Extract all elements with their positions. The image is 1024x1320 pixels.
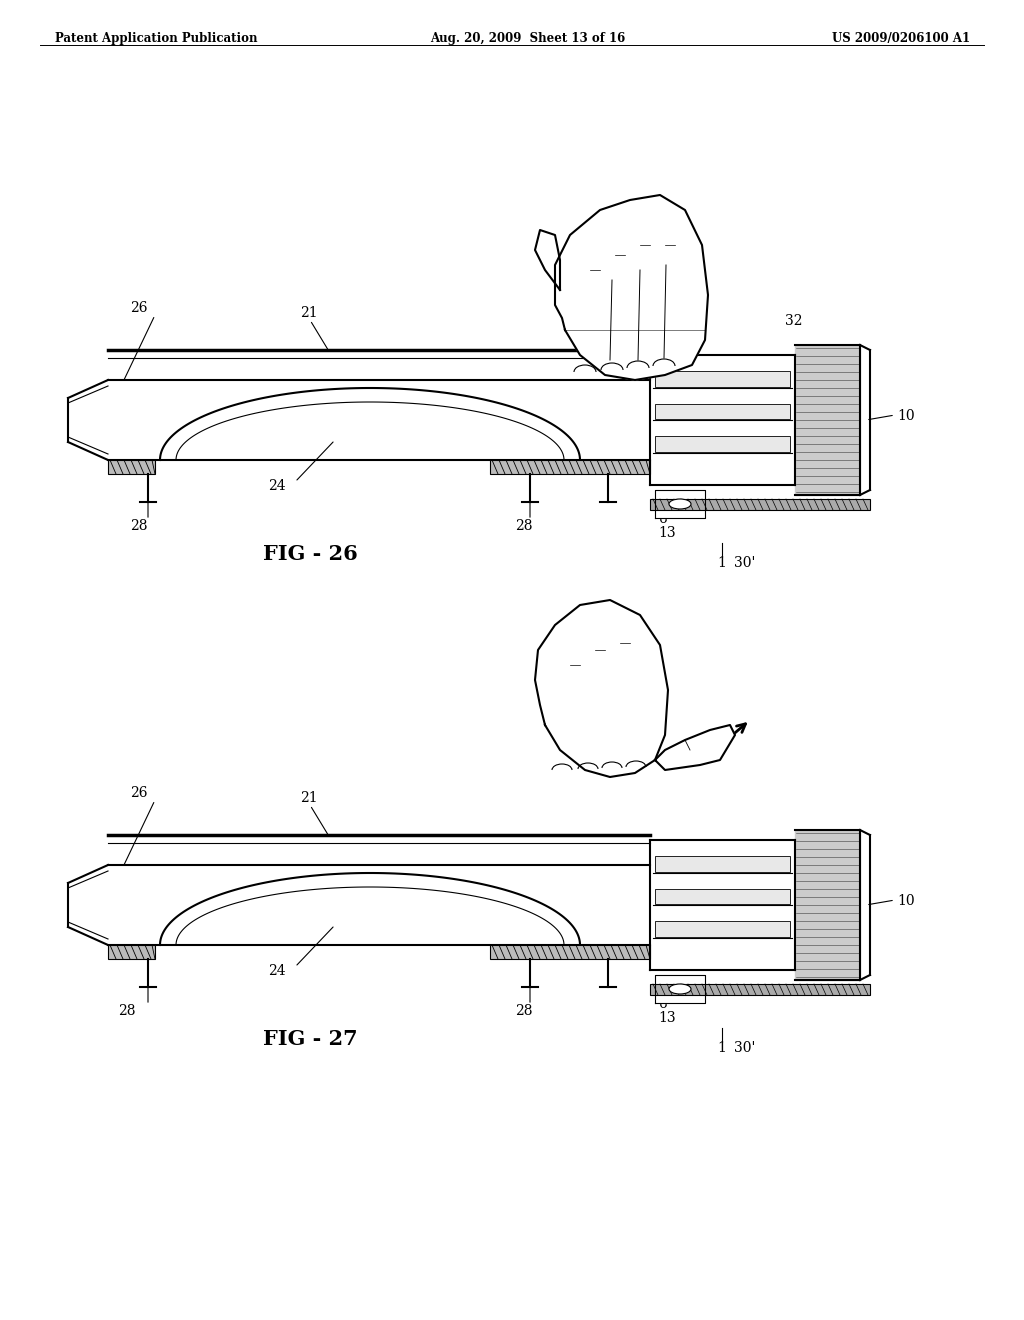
Text: 6: 6	[658, 512, 667, 525]
Polygon shape	[795, 830, 860, 979]
Polygon shape	[655, 725, 735, 770]
Text: FIG - 27: FIG - 27	[263, 1030, 357, 1049]
Text: 21: 21	[300, 791, 317, 805]
Polygon shape	[655, 436, 790, 451]
Polygon shape	[555, 195, 708, 380]
Text: 28: 28	[515, 1005, 532, 1018]
Polygon shape	[650, 840, 795, 970]
Text: 10: 10	[897, 894, 914, 908]
Text: US 2009/0206100 A1: US 2009/0206100 A1	[831, 32, 970, 45]
Polygon shape	[655, 404, 790, 418]
Polygon shape	[655, 371, 790, 387]
Polygon shape	[655, 975, 705, 1003]
Text: 10: 10	[897, 409, 914, 422]
Text: 28: 28	[130, 519, 147, 533]
Text: 21: 21	[300, 306, 317, 319]
Polygon shape	[490, 459, 650, 474]
Text: 30': 30'	[734, 1041, 756, 1055]
Polygon shape	[68, 865, 108, 945]
Text: FIG - 26: FIG - 26	[262, 544, 357, 564]
Polygon shape	[655, 857, 790, 871]
Polygon shape	[108, 945, 155, 960]
Ellipse shape	[669, 499, 691, 510]
Text: Patent Application Publication: Patent Application Publication	[55, 32, 257, 45]
Polygon shape	[650, 355, 795, 484]
Text: Aug. 20, 2009  Sheet 13 of 16: Aug. 20, 2009 Sheet 13 of 16	[430, 32, 626, 45]
Polygon shape	[795, 345, 860, 495]
Text: 26: 26	[130, 785, 147, 800]
Text: 28: 28	[118, 1005, 135, 1018]
Polygon shape	[535, 230, 560, 290]
Text: 24: 24	[268, 479, 286, 492]
Polygon shape	[655, 888, 790, 904]
Ellipse shape	[669, 983, 691, 994]
Polygon shape	[108, 380, 650, 459]
Text: 28: 28	[515, 519, 532, 533]
Polygon shape	[108, 459, 155, 474]
Polygon shape	[68, 380, 108, 459]
Polygon shape	[650, 499, 870, 510]
Polygon shape	[655, 921, 790, 936]
Text: 13: 13	[658, 525, 676, 540]
Text: 32: 32	[785, 314, 803, 327]
Text: 30': 30'	[734, 556, 756, 570]
Polygon shape	[535, 601, 668, 777]
Polygon shape	[655, 490, 705, 517]
Polygon shape	[108, 865, 650, 945]
Polygon shape	[490, 945, 650, 960]
Text: 1: 1	[717, 556, 726, 570]
Text: 26: 26	[130, 301, 147, 315]
Text: 24: 24	[268, 964, 286, 978]
Text: 1: 1	[717, 1041, 726, 1055]
Polygon shape	[650, 983, 870, 995]
Text: 6: 6	[658, 997, 667, 1011]
Text: 13: 13	[658, 1011, 676, 1026]
